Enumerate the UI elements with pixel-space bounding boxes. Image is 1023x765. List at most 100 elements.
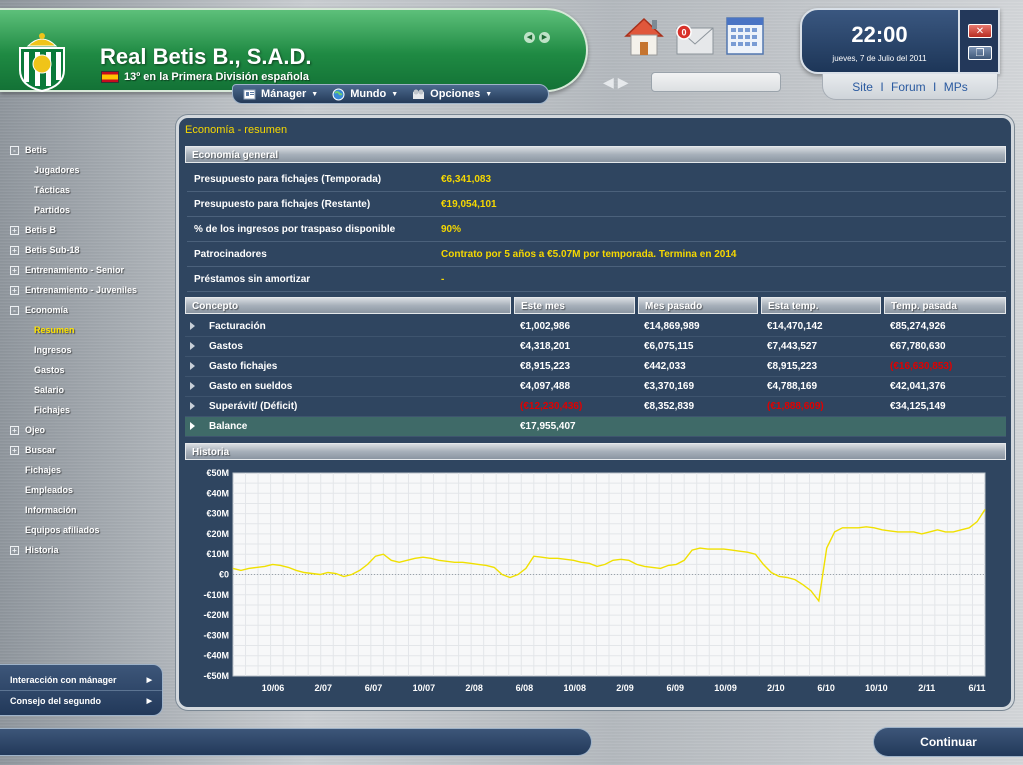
site-links: Site I Forum I MPs bbox=[822, 74, 998, 100]
expand-arrow-icon[interactable] bbox=[190, 342, 195, 350]
sidebar-item-fichajes[interactable]: Fichajes bbox=[0, 400, 170, 420]
y-tick-label: -€20M bbox=[203, 610, 229, 620]
menu-manager[interactable]: Mánager ▼ bbox=[243, 88, 318, 101]
sidebar-item-entrenamiento-juveniles[interactable]: + Entrenamiento - Juveniles bbox=[0, 280, 170, 300]
history-chart-svg: €50M €40M €30M €20M €10M €0 -€10M -€20M -€30M -€4… bbox=[203, 468, 986, 693]
table-row[interactable]: Gasto fichajes €8,915,223 €442,033 €8,915,2… bbox=[185, 357, 1006, 377]
sidebar-item-fichajes[interactable]: Fichajes bbox=[0, 460, 170, 480]
sidebar-item-ojeo[interactable]: + Ojeo bbox=[0, 420, 170, 440]
menu-world[interactable]: Mundo ▼ bbox=[332, 88, 398, 101]
forward-arrow-icon[interactable]: ▶ bbox=[617, 75, 629, 91]
expand-icon[interactable]: + bbox=[10, 266, 19, 275]
restore-window-icon[interactable]: ❐ bbox=[968, 46, 992, 60]
mail-icon[interactable]: 0 bbox=[674, 14, 718, 58]
manager-interaction-button[interactable]: Interacción con mánager ▶ bbox=[0, 670, 162, 691]
table-cell: (€1,888,609) bbox=[767, 401, 824, 412]
expand-arrow-icon[interactable] bbox=[190, 322, 195, 330]
table-cell: €8,915,223 bbox=[520, 361, 571, 372]
row-label: Gasto en sueldos bbox=[209, 381, 293, 392]
y-tick-label: €50M bbox=[206, 468, 229, 478]
expand-icon[interactable]: + bbox=[10, 546, 19, 555]
menu-options[interactable]: Opciones ▼ bbox=[412, 88, 492, 101]
expand-icon[interactable]: + bbox=[10, 246, 19, 255]
balance-row[interactable]: Balance €17,955,407 bbox=[185, 417, 1006, 437]
loans-value: - bbox=[441, 274, 445, 285]
collapse-icon[interactable]: - bbox=[10, 146, 19, 155]
continue-button[interactable]: Continuar bbox=[873, 727, 1023, 757]
y-tick-label: -€40M bbox=[203, 651, 229, 661]
table-row[interactable]: Gastos €4,318,201 €6,075,115 €7,443,527 €67,… bbox=[185, 337, 1006, 357]
options-icon bbox=[413, 89, 425, 99]
x-tick-label: 10/10 bbox=[865, 683, 888, 693]
column-header-this-month[interactable]: Este mes bbox=[514, 297, 635, 314]
search-input[interactable] bbox=[651, 72, 781, 92]
club-banner: Real Betis B., S.A.D. 13º en la Primera … bbox=[0, 8, 588, 92]
prev-club-icon[interactable]: ◀ bbox=[524, 32, 535, 43]
table-row[interactable]: Superávit/ (Déficit) (€12,230,436) €8,352,… bbox=[185, 397, 1006, 417]
collapse-icon[interactable]: - bbox=[10, 306, 19, 315]
clock-panel: 22:00 jueves, 7 de Julio del 2011 ✕ ❐ bbox=[800, 8, 1000, 74]
expand-arrow-icon[interactable] bbox=[190, 402, 195, 410]
transfer-income-value: 90% bbox=[441, 224, 462, 235]
sidebar-item-información[interactable]: Información bbox=[0, 500, 170, 520]
status-bar bbox=[0, 728, 592, 756]
sidebar-item-label: Empleados bbox=[25, 485, 74, 495]
column-header-last-season[interactable]: Temp. pasada bbox=[884, 297, 1006, 314]
sponsors-label: Patrocinadores bbox=[194, 249, 267, 260]
sidebar-item-partidos[interactable]: Partidos bbox=[0, 200, 170, 220]
table-row[interactable]: Gasto en sueldos €4,097,488 €3,370,169 €4,7… bbox=[185, 377, 1006, 397]
sidebar-item-betis-sub-18[interactable]: + Betis Sub-18 bbox=[0, 240, 170, 260]
history-chart: €50M €40M €30M €20M €10M €0 -€10M -€20M -€30M -€4… bbox=[185, 463, 1006, 693]
back-arrow-icon[interactable]: ◀ bbox=[603, 75, 614, 91]
close-icon[interactable]: ✕ bbox=[968, 24, 992, 38]
budget-remaining-label: Presupuesto para fichajes (Restante) bbox=[194, 199, 371, 210]
site-link[interactable]: Site bbox=[852, 80, 873, 94]
mps-link[interactable]: MPs bbox=[943, 80, 968, 94]
sidebar-item-ingresos[interactable]: Ingresos bbox=[0, 340, 170, 360]
club-name: Real Betis B., S.A.D. bbox=[100, 44, 312, 69]
link-separator: I bbox=[933, 80, 937, 94]
sidebar-item-entrenamiento-senior[interactable]: + Entrenamiento - Senior bbox=[0, 260, 170, 280]
expand-icon[interactable]: + bbox=[10, 446, 19, 455]
expand-arrow-icon[interactable] bbox=[190, 362, 195, 370]
x-tick-label: 6/10 bbox=[817, 683, 835, 693]
transfer-income-row: % de los ingresos por traspaso disponibl… bbox=[187, 217, 1006, 242]
budget-season-row: Presupuesto para fichajes (Temporada) €6… bbox=[187, 167, 1006, 192]
sidebar-item-jugadores[interactable]: Jugadores bbox=[0, 160, 170, 180]
expand-icon[interactable]: + bbox=[10, 426, 19, 435]
budget-season-value: €6,341,083 bbox=[441, 174, 492, 185]
calendar-icon[interactable] bbox=[724, 14, 768, 58]
expand-icon[interactable]: + bbox=[10, 286, 19, 295]
chevron-right-icon: ▶ bbox=[146, 698, 152, 705]
expand-arrow-icon[interactable] bbox=[190, 382, 195, 390]
table-cell: €6,075,115 bbox=[644, 341, 694, 352]
sidebar-item-economía[interactable]: - Economía bbox=[0, 300, 170, 320]
sidebar-item-salario[interactable]: Salario bbox=[0, 380, 170, 400]
expand-icon[interactable]: + bbox=[10, 226, 19, 235]
y-tick-label: €40M bbox=[206, 488, 229, 498]
sidebar-item-equipos-afiliados[interactable]: Equipos afiliados bbox=[0, 520, 170, 540]
next-club-icon[interactable]: ▶ bbox=[539, 32, 550, 43]
expand-arrow-icon[interactable] bbox=[190, 422, 195, 430]
balance-label: Balance bbox=[209, 421, 248, 432]
row-label: Facturación bbox=[209, 321, 266, 332]
column-header-last-month[interactable]: Mes pasado bbox=[638, 297, 758, 314]
forum-link[interactable]: Forum bbox=[891, 80, 926, 94]
sidebar-item-buscar[interactable]: + Buscar bbox=[0, 440, 170, 460]
sidebar-item-betis[interactable]: - Betis bbox=[0, 140, 170, 160]
home-icon[interactable] bbox=[622, 14, 666, 58]
sidebar-item-resumen[interactable]: Resumen bbox=[0, 320, 170, 340]
sidebar-item-empleados[interactable]: Empleados bbox=[0, 480, 170, 500]
assistant-advice-button[interactable]: Consejo del segundo ▶ bbox=[0, 691, 162, 712]
sidebar-item-label: Buscar bbox=[25, 445, 56, 455]
sidebar-item-historia[interactable]: + Historia bbox=[0, 540, 170, 560]
sidebar-item-tácticas[interactable]: Tácticas bbox=[0, 180, 170, 200]
column-header-this-season[interactable]: Esta temp. bbox=[761, 297, 881, 314]
sponsors-row: Patrocinadores Contrato por 5 años a €5.… bbox=[187, 242, 1006, 267]
sidebar-item-betis-b[interactable]: + Betis B bbox=[0, 220, 170, 240]
table-row[interactable]: Facturación €1,002,986 €14,869,989 €14,470,… bbox=[185, 317, 1006, 337]
table-cell: €3,370,169 bbox=[644, 381, 695, 392]
column-header-concept[interactable]: Concepto bbox=[185, 297, 511, 314]
sidebar-item-gastos[interactable]: Gastos bbox=[0, 360, 170, 380]
x-tick-label: 6/11 bbox=[968, 683, 985, 693]
